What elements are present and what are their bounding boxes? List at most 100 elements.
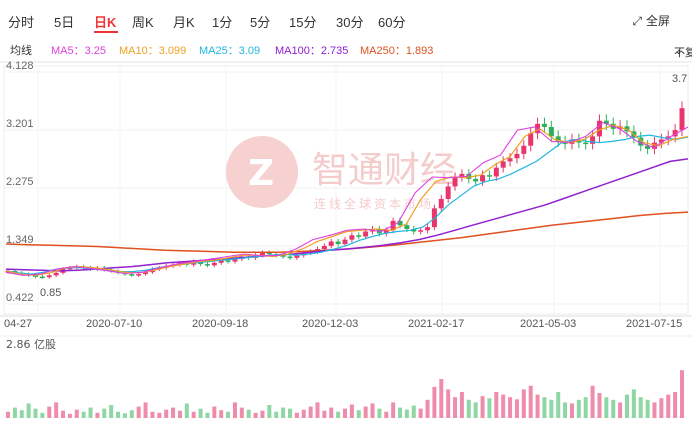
tab-7[interactable]: 15分: [289, 15, 317, 30]
candle-body: [418, 230, 424, 232]
candle-body: [452, 177, 458, 187]
candle-body: [39, 276, 45, 279]
tab-5[interactable]: 1分: [212, 15, 233, 30]
volume-bar: [301, 409, 306, 418]
volume-bar: [329, 407, 334, 418]
ma-item-1: MA10：3.099: [119, 45, 187, 57]
volume-bar: [508, 397, 513, 418]
watermark-logo-letter: Z: [248, 153, 274, 194]
candle-body: [342, 239, 348, 245]
active-tab-underline: [94, 31, 118, 33]
volume-bar: [453, 397, 458, 418]
ma-item-3: MA100：2.735: [275, 45, 349, 57]
candle-body: [232, 259, 238, 262]
candle-body: [294, 255, 300, 258]
volume-bar: [425, 399, 430, 418]
x-tick-label: 2021-07-15: [626, 318, 682, 330]
volume-bar: [26, 403, 31, 418]
volume-bar: [12, 407, 17, 418]
tab-0[interactable]: 分时: [8, 15, 35, 30]
volume-bar: [336, 411, 341, 418]
volume-bar: [370, 403, 375, 418]
tab-9[interactable]: 60分: [378, 15, 406, 30]
tab-4[interactable]: 月K: [173, 15, 195, 30]
volume-bar: [439, 379, 444, 418]
fullscreen-button[interactable]: ⤢ 全屏: [632, 12, 670, 29]
volume-bar: [308, 406, 313, 418]
volume-bar: [143, 402, 148, 418]
volume-bar: [631, 389, 636, 418]
volume-bar: [343, 408, 347, 418]
watermark-logo-icon: [226, 136, 298, 208]
tab-2[interactable]: 日K: [94, 15, 117, 30]
candle-body: [46, 275, 52, 278]
candle-body: [514, 153, 520, 159]
volume-bar: [6, 411, 10, 418]
candle-body: [335, 241, 341, 245]
candle-body: [541, 123, 547, 127]
candle-body: [672, 130, 678, 137]
candle-body: [638, 137, 644, 146]
low-annotation: 0.85: [40, 287, 61, 299]
candle-body: [583, 142, 589, 145]
volume-bar: [487, 398, 492, 418]
candle-body: [204, 264, 210, 266]
volume-bar: [652, 402, 657, 418]
candle-body: [473, 178, 479, 182]
volume-bar: [418, 408, 423, 418]
candle-body: [280, 255, 286, 257]
candle-body: [486, 175, 492, 177]
x-tick-label: 2021-02-17: [408, 318, 464, 330]
y-tick-label: 4.128: [6, 60, 34, 72]
candle-body: [596, 120, 602, 137]
candle-body: [651, 142, 657, 149]
volume-bar: [514, 399, 519, 418]
candle-body: [459, 173, 465, 178]
volume-bar: [432, 386, 437, 418]
y-tick-label: 1.349: [6, 234, 34, 246]
volume-bar: [102, 408, 107, 418]
watermark-text: 智通财经: [312, 150, 456, 191]
volume-bar: [480, 396, 485, 418]
tab-6[interactable]: 5分: [250, 15, 271, 30]
x-tick-label: 2020-09-18: [192, 318, 248, 330]
fullscreen-label: 全屏: [645, 14, 670, 28]
volume-bar: [356, 410, 361, 418]
candle-body: [129, 274, 135, 276]
tab-8[interactable]: 30分: [336, 15, 364, 30]
candle-body: [445, 186, 451, 199]
volume-bar: [363, 406, 368, 418]
volume-bar: [404, 409, 409, 418]
volume-bar: [150, 411, 155, 418]
volume-bar: [61, 410, 66, 418]
candle-body: [349, 235, 355, 240]
ma-item-2: MA25：3.09: [199, 45, 261, 57]
ma100-line: [5, 158, 689, 272]
volume-bar: [597, 393, 602, 418]
ma10-line: [5, 124, 689, 276]
volume-bar: [563, 402, 568, 418]
volume-bar: [47, 406, 52, 418]
volume-bar: [590, 385, 595, 418]
volume-bar: [384, 411, 389, 418]
tab-1[interactable]: 5日: [54, 15, 75, 30]
candle-body: [645, 145, 651, 149]
volume-bar: [659, 398, 664, 418]
volume-bar: [618, 402, 623, 418]
candle-body: [397, 220, 403, 226]
candle-body: [425, 227, 431, 231]
volume-bar: [129, 410, 134, 418]
expand-icon: ⤢: [632, 14, 642, 28]
tab-3[interactable]: 周K: [132, 15, 154, 30]
candle-body: [33, 275, 39, 277]
volume-bar: [528, 385, 533, 418]
candle-body: [624, 126, 630, 132]
x-tick-label: 04-27: [4, 318, 32, 330]
volume-bar: [645, 399, 650, 418]
y-tick-label: 2.275: [6, 176, 34, 188]
volume-bar: [569, 403, 574, 418]
volume-bar: [246, 409, 251, 418]
volume-bar: [267, 405, 272, 418]
volume-bar: [19, 410, 24, 418]
volume-label: 2.86 亿股: [6, 338, 56, 351]
